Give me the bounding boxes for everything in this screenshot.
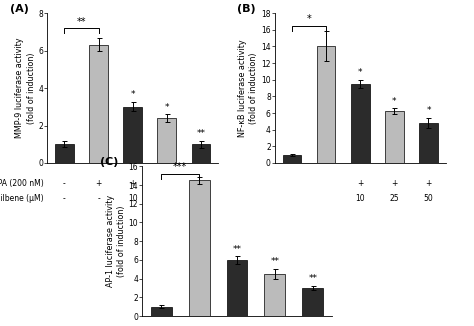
Text: *: * — [164, 103, 169, 111]
Text: -: - — [63, 195, 66, 203]
Text: **: ** — [271, 257, 279, 266]
Text: 10: 10 — [356, 195, 365, 203]
Text: *: * — [392, 97, 397, 106]
Text: +: + — [323, 180, 329, 188]
Text: 10: 10 — [128, 195, 137, 203]
Y-axis label: AP-1 luciferase activity
(fold of induction): AP-1 luciferase activity (fold of induct… — [106, 195, 126, 287]
Text: TPA (200 nM): TPA (200 nM) — [221, 180, 272, 188]
Text: -: - — [291, 180, 293, 188]
Bar — [283, 155, 301, 163]
Text: +: + — [198, 180, 204, 188]
Bar — [351, 84, 370, 163]
Bar — [419, 123, 438, 163]
Text: *: * — [358, 68, 363, 77]
Text: (B): (B) — [237, 4, 256, 14]
Text: +: + — [95, 180, 102, 188]
Text: *: * — [130, 90, 135, 99]
Text: +: + — [357, 180, 364, 188]
Text: Pterostilbene (μM): Pterostilbene (μM) — [0, 195, 44, 203]
Text: (A): (A) — [10, 4, 29, 14]
Bar — [123, 107, 142, 163]
Text: -: - — [97, 195, 100, 203]
Text: +: + — [425, 180, 432, 188]
Text: +: + — [391, 180, 398, 188]
Text: +: + — [129, 180, 136, 188]
Text: (C): (C) — [100, 157, 119, 167]
Bar — [157, 118, 176, 163]
Y-axis label: MMP-9 luciferase activity
(fold of induction): MMP-9 luciferase activity (fold of induc… — [16, 38, 36, 138]
Bar — [302, 288, 323, 316]
Text: -: - — [63, 180, 66, 188]
Bar — [317, 46, 336, 163]
Text: **: ** — [197, 129, 205, 138]
Text: *: * — [426, 106, 431, 115]
Bar — [385, 111, 404, 163]
Text: **: ** — [233, 244, 241, 254]
Text: 50: 50 — [196, 195, 206, 203]
Bar — [89, 45, 108, 163]
Text: 25: 25 — [390, 195, 399, 203]
Text: **: ** — [77, 17, 86, 26]
Text: Pterostilbene (μM): Pterostilbene (μM) — [201, 195, 272, 203]
Bar — [189, 180, 210, 316]
Y-axis label: NF-κB luciferase activity
(fold of induction): NF-κB luciferase activity (fold of induc… — [238, 39, 258, 137]
Bar — [227, 260, 247, 316]
Bar — [191, 144, 210, 163]
Text: -: - — [325, 195, 328, 203]
Bar — [264, 274, 285, 316]
Text: 25: 25 — [162, 195, 172, 203]
Text: TPA (200 nM): TPA (200 nM) — [0, 180, 44, 188]
Bar — [151, 307, 172, 316]
Text: ***: *** — [173, 162, 187, 172]
Bar — [55, 144, 74, 163]
Text: +: + — [164, 180, 170, 188]
Text: *: * — [307, 14, 311, 24]
Text: **: ** — [309, 274, 317, 283]
Text: -: - — [291, 195, 293, 203]
Text: 50: 50 — [424, 195, 433, 203]
